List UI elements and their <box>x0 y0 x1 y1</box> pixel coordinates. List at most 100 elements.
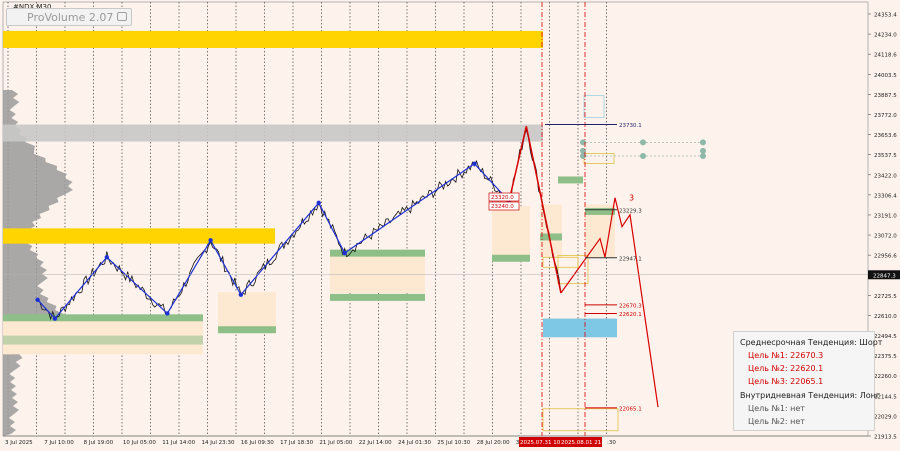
annotation-box <box>488 192 520 202</box>
price-level-label: 22620.1 <box>619 312 642 318</box>
marker-dot <box>580 147 586 154</box>
x-tick-label: :30 <box>607 440 616 446</box>
x-tick-label: 24 Jul 01:30 <box>398 440 431 446</box>
zigzag-point <box>52 316 58 321</box>
marker-dot <box>580 153 586 160</box>
intraday-target-1: Цель №1: нет <box>748 404 805 413</box>
symbol-label: #NDX,M30 <box>13 3 52 11</box>
zigzag-point <box>208 238 213 243</box>
support-band <box>330 249 425 257</box>
support-band <box>558 176 583 184</box>
support-band <box>218 326 276 334</box>
outline-box <box>542 256 579 268</box>
zigzag-line <box>37 162 510 320</box>
x-tick-label: 3 Jul 2025 <box>5 440 33 446</box>
medium-target-2: Цель №2: 22620.1 <box>748 364 824 373</box>
y-tick-label: 23887.5 <box>874 93 897 99</box>
zigzag-point <box>316 200 321 206</box>
y-tick-label: 24234.0 <box>874 33 897 39</box>
time-marker-label: 2025.08.01 21:00 <box>561 440 611 446</box>
price-level-label: 22065.1 <box>619 406 642 412</box>
marker-dot <box>640 139 646 146</box>
x-tick-label: 22 Jul 14:00 <box>359 440 392 446</box>
zigzag-point <box>104 255 110 260</box>
target-box <box>543 318 617 338</box>
x-tick-label: 7 Jul 10:00 <box>44 440 74 446</box>
neutral-band <box>3 124 543 142</box>
outline-box <box>583 95 605 119</box>
x-tick-label: 28 Jul 20:00 <box>477 440 510 446</box>
x-tick-label: 16 Jul 09:30 <box>241 440 274 446</box>
trend-panel: Среднесрочная Тенденция: Шорт Цель №1: 2… <box>733 331 882 431</box>
y-tick-label: 23422.0 <box>874 173 897 179</box>
x-tick-label: 10 Jul 05:00 <box>123 440 156 446</box>
support-band <box>330 293 425 301</box>
intraday-target-2: Цель №2: нет <box>748 417 805 426</box>
forecast-wave-label: 3 <box>629 194 634 203</box>
support-band <box>492 254 530 262</box>
time-marker-badge <box>560 437 602 447</box>
current-price-badge <box>868 270 900 280</box>
price-level-label: 22947.1 <box>619 256 642 262</box>
marker-dot <box>700 153 706 160</box>
buy-zone <box>330 253 425 294</box>
support-band <box>540 233 562 241</box>
y-tick-label: 22375.5 <box>874 354 897 360</box>
marker-dot <box>640 153 646 160</box>
marker-dot <box>700 139 706 146</box>
buy-zone <box>492 206 530 256</box>
time-marker-badge <box>519 437 561 447</box>
time-marker-label: 2025.07.31 10: <box>520 440 562 446</box>
zigzag-point <box>35 297 40 303</box>
y-tick-label: 23306.4 <box>874 193 897 199</box>
zigzag-point <box>342 250 347 256</box>
buy-zone <box>540 204 562 258</box>
y-tick-label: 23191.0 <box>874 213 897 219</box>
y-tick-label: 24118.6 <box>874 53 897 59</box>
resistance-band-mid <box>3 228 275 244</box>
forecast-path <box>560 197 659 408</box>
annotation-box <box>488 201 520 211</box>
resistance-band-upper <box>3 30 543 48</box>
annotation-label: 23320.0 <box>491 195 514 201</box>
y-tick-label: 23772.0 <box>874 113 897 119</box>
y-tick-label: 22029.0 <box>874 414 897 420</box>
support-band <box>3 335 203 345</box>
medium-term-trend: Среднесрочная Тенденция: Шорт <box>740 338 883 347</box>
y-tick-label: 22725.5 <box>874 294 897 300</box>
medium-target-3: Цель №3: 22065.1 <box>748 377 824 386</box>
zigzag-point <box>165 311 170 316</box>
x-tick-label: 11 Jul 14:00 <box>162 440 195 446</box>
close-icon[interactable] <box>117 12 127 21</box>
intraday-trend: Внутридневная Тенденция: Лонг <box>740 391 881 400</box>
y-tick-label: 23072.0 <box>874 234 897 240</box>
medium-target-1: Цель №1: 22670.3 <box>748 351 824 360</box>
marker-dot <box>580 139 586 146</box>
x-tick-label: 14 Jul 23:30 <box>202 440 235 446</box>
current-price-label: 22847.3 <box>873 273 896 279</box>
zigzag-point <box>472 161 477 166</box>
impulse-line <box>508 126 562 294</box>
provolume-label: ProVolume 2.07 <box>27 11 114 24</box>
x-tick-label: 8 Jul 19:00 <box>84 440 114 446</box>
marker-dot <box>700 147 706 154</box>
y-tick-label: 21913.5 <box>874 435 897 441</box>
price-level-label: 22670.3 <box>619 303 642 309</box>
y-tick-label: 23653.6 <box>874 133 897 139</box>
x-tick-label: 17 Jul 18:30 <box>280 440 313 446</box>
y-tick-label: 22610.0 <box>874 314 897 320</box>
zigzag-point <box>238 292 244 297</box>
price-level-label: 23229.3 <box>619 208 642 214</box>
y-tick-label: 24003.5 <box>874 73 897 79</box>
y-tick-label: 22260.0 <box>874 374 897 380</box>
x-tick-label: 21 Jul 05:00 <box>319 440 352 446</box>
y-tick-label: 22144.5 <box>874 394 897 400</box>
y-tick-label: 24353.4 <box>874 13 897 19</box>
provolume-indicator-badge[interactable]: ProVolume 2.07 <box>6 8 132 26</box>
y-tick-label: 22494.5 <box>874 334 897 340</box>
outline-box <box>557 255 589 284</box>
buy-zone <box>218 292 276 328</box>
price-level-label: 23730.1 <box>619 123 642 129</box>
